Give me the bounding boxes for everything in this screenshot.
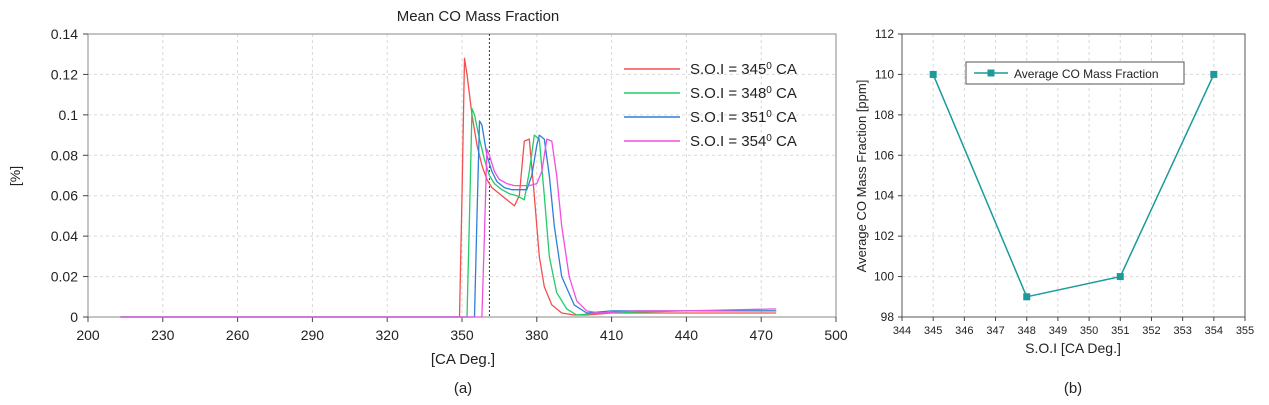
chart-b-data-point	[929, 70, 937, 78]
chart-a-x-tick-label: 320	[376, 327, 400, 343]
chart-b-y-tick-label: 102	[874, 229, 894, 243]
chart-b-data-point	[1116, 273, 1124, 281]
chart-b-series	[929, 70, 1218, 301]
chart-a-x-tick-label: 440	[675, 327, 699, 343]
chart-b-x-tick-label: 354	[1205, 325, 1223, 337]
chart-b-x-tick-label: 355	[1236, 325, 1254, 337]
chart-a-y-tick-label: 0.12	[51, 66, 78, 82]
chart-b-series-line	[932, 74, 1215, 298]
panel-a-chart: Mean CO Mass Fraction 00.020.040.060.080…	[7, 8, 848, 397]
chart-a-x-tick-label: 350	[450, 327, 474, 343]
chart-b-y-tick-label: 104	[874, 189, 894, 203]
chart-a-legend-label: S.O.I = 3510 CA	[690, 109, 797, 127]
chart-b-x-ticks: 344 345 346 347 348 349 350 351 352 353 354 355	[893, 317, 1254, 337]
chart-a-x-tick-label: 230	[151, 327, 175, 343]
chart-a-series-line	[120, 138, 777, 318]
chart-a-y-tick-label: 0.06	[51, 188, 78, 204]
chart-b-x-tick-label: 350	[1080, 325, 1098, 337]
chart-a-x-ticks: 200 230 260 290 320 350 380 410 440 470 500	[76, 317, 848, 343]
chart-b-y-tick-label: 108	[874, 108, 894, 122]
chart-b-x-tick-label: 349	[1049, 325, 1067, 337]
chart-a-legend: S.O.I = 3450 CA S.O.I = 3480 CA S.O.I = 35…	[624, 61, 797, 151]
chart-b-legend-box	[965, 61, 1185, 85]
chart-a-panel-label: (a)	[454, 380, 472, 397]
chart-b-x-tick-label: 347	[986, 325, 1004, 337]
chart-a-series-line	[120, 57, 777, 318]
chart-a-y-tick-label: 0.08	[51, 147, 78, 163]
chart-a-x-tick-label: 380	[525, 327, 549, 343]
chart-a-series-line	[120, 108, 777, 318]
chart-b-y-tick-label: 106	[874, 148, 894, 162]
chart-b-x-tick-label: 348	[1018, 325, 1036, 337]
chart-a-x-tick-label: 200	[76, 327, 100, 343]
chart-b-y-tick-label: 112	[875, 27, 894, 41]
chart-b-data-point	[1210, 70, 1218, 78]
chart-b-data-point	[1023, 293, 1031, 301]
chart-b-y-axis-label: Average CO Mass Fraction [ppm]	[854, 80, 869, 273]
chart-a-series-line	[120, 120, 777, 318]
chart-a-y-ticks: 0 0.02 0.04 0.06 0.08 0.1 0.12 0.14	[51, 26, 88, 325]
chart-a-x-tick-label: 410	[600, 327, 624, 343]
chart-b-panel-label: (b)	[1064, 380, 1082, 397]
chart-b-legend: Average CO Mass Fraction	[965, 61, 1185, 85]
chart-b-legend-label: Average CO Mass Fraction	[1014, 67, 1159, 81]
chart-a-legend-label: S.O.I = 3450 CA	[690, 61, 797, 79]
chart-b-x-tick-label: 346	[955, 325, 973, 337]
chart-b-x-axis-label: S.O.I [CA Deg.]	[1025, 340, 1121, 356]
chart-a-legend-label: S.O.I = 3480 CA	[690, 85, 797, 103]
chart-a-y-axis-label: [%]	[7, 166, 23, 186]
chart-b-y-tick-label: 110	[875, 67, 894, 81]
chart-a-x-tick-label: 290	[301, 327, 325, 343]
chart-b-y-tick-label: 98	[881, 310, 895, 324]
chart-b-y-ticks: 98 100 102 104 106 108 110 112	[874, 27, 902, 324]
chart-a-x-axis-label: [CA Deg.]	[431, 351, 495, 368]
chart-b-legend-swatch-marker	[987, 69, 995, 77]
chart-a-y-tick-label: 0	[70, 309, 78, 325]
chart-a-y-tick-label: 0.14	[51, 26, 78, 42]
chart-b-y-tick-label: 100	[874, 270, 894, 284]
chart-a-y-tick-label: 0.1	[59, 107, 79, 123]
chart-a-legend-label: S.O.I = 3540 CA	[690, 133, 797, 151]
chart-b-x-tick-label: 345	[924, 325, 942, 337]
chart-a-x-tick-label: 470	[750, 327, 774, 343]
chart-b-x-tick-label: 353	[1173, 325, 1191, 337]
chart-a-x-tick-label: 260	[226, 327, 250, 343]
chart-b-plot-frame	[901, 33, 1246, 318]
chart-a-x-tick-label: 500	[824, 327, 848, 343]
chart-b-x-tick-label: 351	[1111, 325, 1129, 337]
chart-b-x-tick-label: 352	[1142, 325, 1160, 337]
chart-a-y-tick-label: 0.02	[51, 269, 78, 285]
chart-a-title: Mean CO Mass Fraction	[397, 8, 560, 25]
chart-a-series	[120, 57, 777, 318]
chart-b-x-tick-label: 344	[893, 325, 911, 337]
chart-a-y-tick-label: 0.04	[51, 228, 78, 244]
